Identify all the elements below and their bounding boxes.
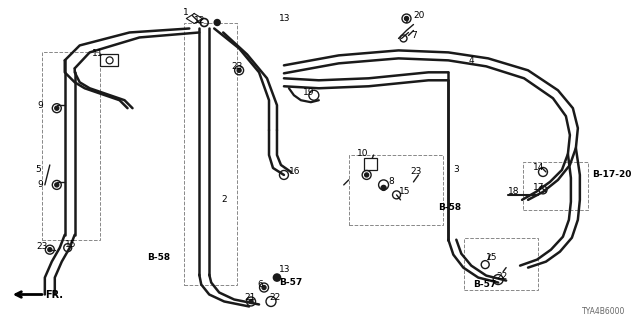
Text: 21: 21 <box>244 293 255 302</box>
Text: 17: 17 <box>533 183 545 192</box>
Text: 23: 23 <box>410 167 422 176</box>
Text: TYA4B6000: TYA4B6000 <box>582 307 626 316</box>
Circle shape <box>48 248 52 252</box>
Bar <box>349 155 444 225</box>
Text: 15: 15 <box>399 188 410 196</box>
Text: 2: 2 <box>221 195 227 204</box>
Text: 23: 23 <box>231 62 243 71</box>
Circle shape <box>365 173 369 177</box>
Text: 7: 7 <box>412 31 417 40</box>
Circle shape <box>249 300 253 303</box>
Text: B-57: B-57 <box>473 280 497 289</box>
Text: 9: 9 <box>38 180 44 189</box>
Text: FR.: FR. <box>45 290 63 300</box>
Text: 18: 18 <box>508 188 520 196</box>
Bar <box>523 162 588 210</box>
Circle shape <box>237 68 241 72</box>
Bar <box>364 158 376 170</box>
Text: 14: 14 <box>533 164 545 172</box>
Text: 10: 10 <box>356 148 368 157</box>
Text: 23: 23 <box>36 242 47 251</box>
Text: B-58: B-58 <box>147 253 171 262</box>
Text: 11: 11 <box>92 49 103 58</box>
Text: 15: 15 <box>486 253 498 262</box>
Text: 15: 15 <box>65 240 76 249</box>
Circle shape <box>262 285 266 290</box>
Text: B-57: B-57 <box>279 278 302 287</box>
Text: 22: 22 <box>269 293 280 302</box>
Text: 9: 9 <box>38 101 44 110</box>
Circle shape <box>55 183 59 187</box>
Circle shape <box>381 185 386 190</box>
Text: B-17-20: B-17-20 <box>592 171 631 180</box>
Circle shape <box>55 106 59 110</box>
Bar <box>100 54 118 66</box>
Bar <box>464 238 538 290</box>
Text: 5: 5 <box>35 165 40 174</box>
Text: 3: 3 <box>453 165 459 174</box>
Circle shape <box>273 274 280 281</box>
Bar <box>42 52 100 240</box>
Circle shape <box>404 17 408 20</box>
Bar <box>184 22 237 284</box>
Text: 1: 1 <box>183 8 189 17</box>
Text: 16: 16 <box>289 167 300 176</box>
Text: 4: 4 <box>468 56 474 65</box>
Text: 20: 20 <box>413 11 425 20</box>
Text: 22: 22 <box>496 272 508 281</box>
Text: 13: 13 <box>279 14 291 23</box>
Text: 6: 6 <box>257 280 263 289</box>
Circle shape <box>214 20 220 26</box>
Text: 8: 8 <box>388 177 394 187</box>
Text: 13: 13 <box>279 265 291 274</box>
Text: 19: 19 <box>303 88 314 97</box>
Text: B-58: B-58 <box>438 203 461 212</box>
Text: 12: 12 <box>195 16 205 25</box>
